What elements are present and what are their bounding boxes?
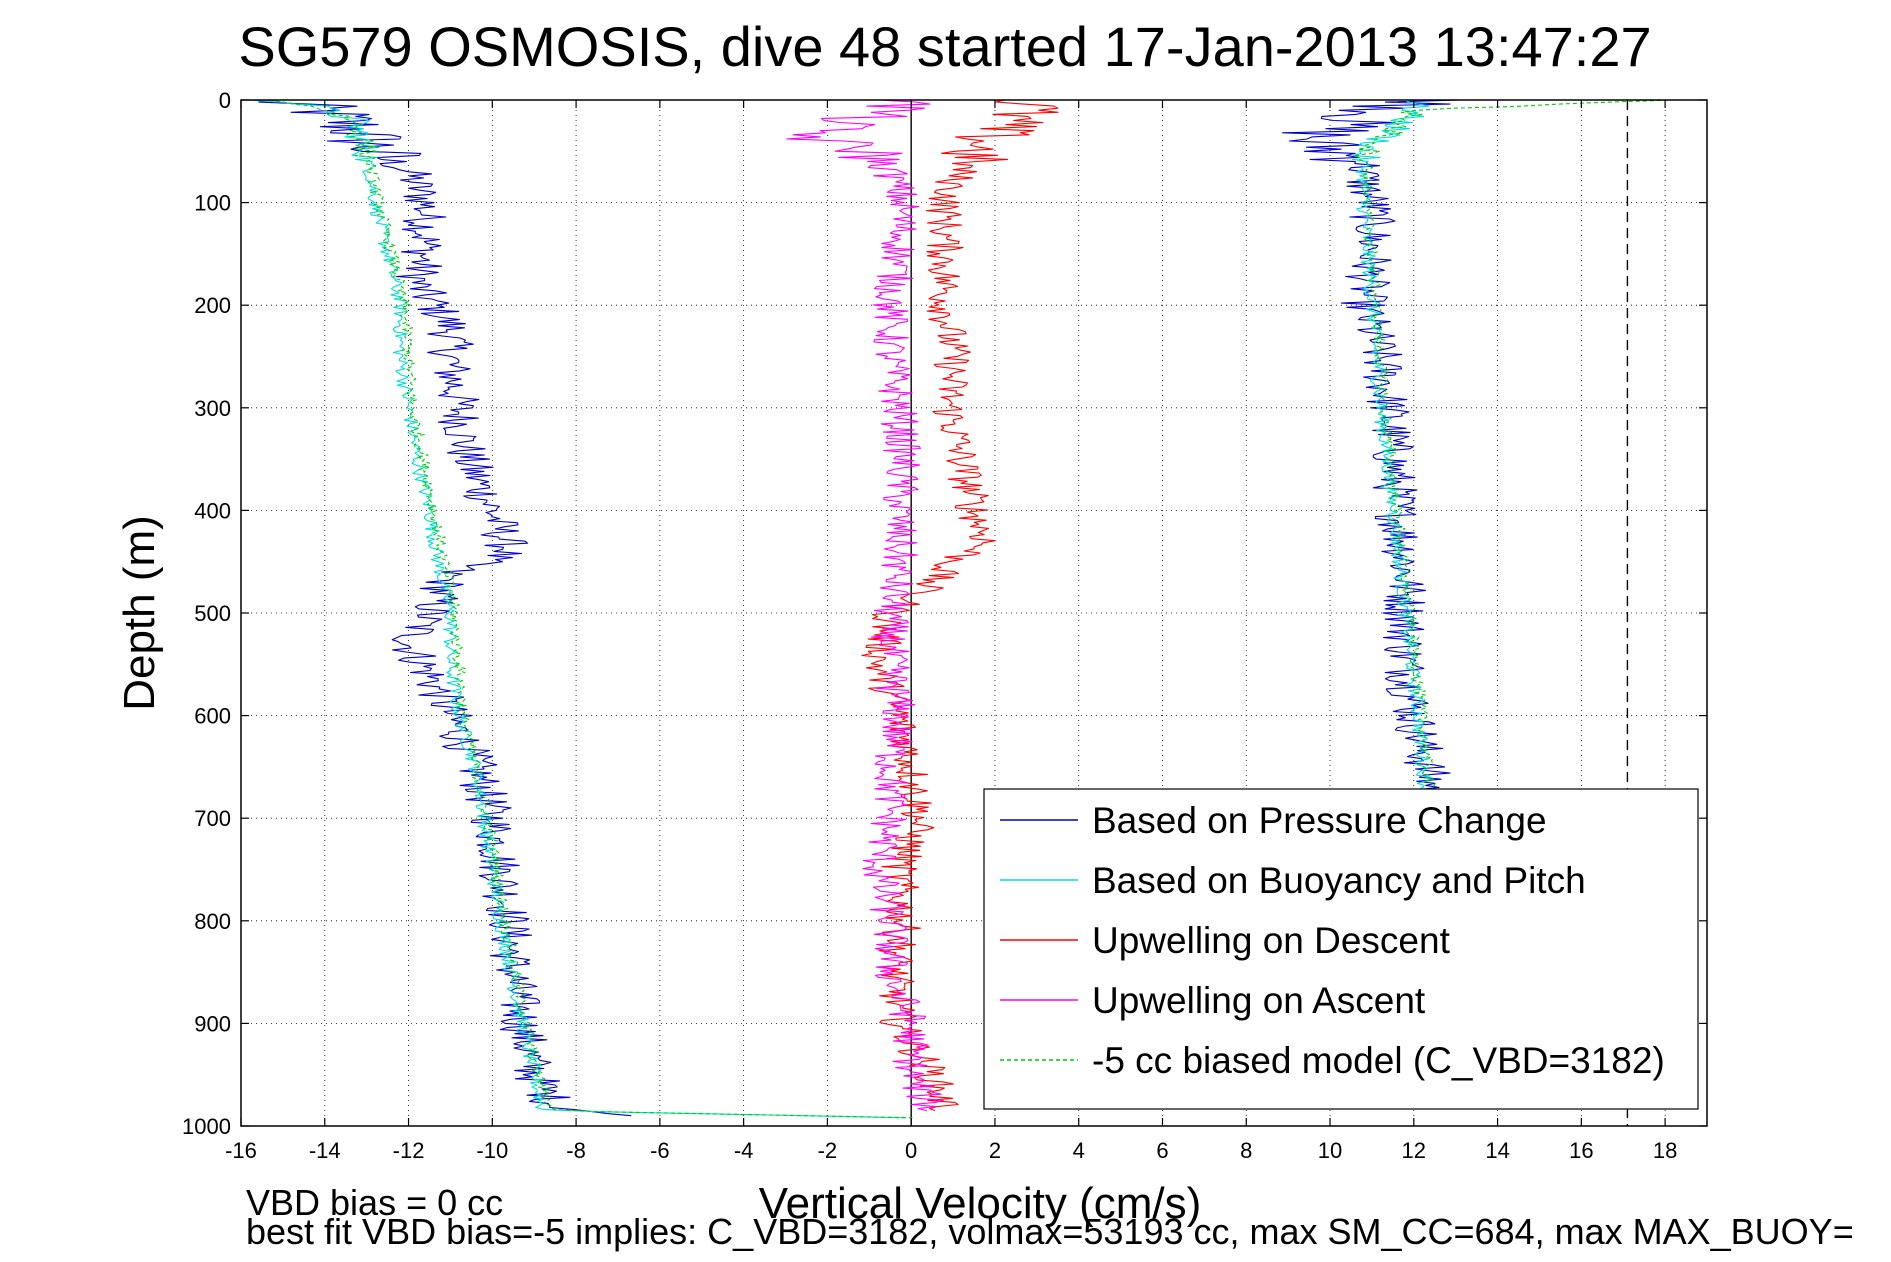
x-tick-label: -16 bbox=[225, 1138, 257, 1163]
series-line-0-1 bbox=[1282, 100, 1460, 798]
x-tick-label: -10 bbox=[476, 1138, 508, 1163]
x-tick-label: 6 bbox=[1156, 1138, 1168, 1163]
y-axis-label: Depth (m) bbox=[115, 515, 164, 711]
vbd-bias-note: VBD bias = 0 cc bbox=[246, 1182, 503, 1223]
legend-label: Upwelling on Descent bbox=[1092, 920, 1451, 961]
best-fit-note: best fit VBD bias=-5 implies: C_VBD=3182… bbox=[246, 1211, 1854, 1252]
y-tick-label: 1000 bbox=[182, 1114, 231, 1139]
y-ticks: 0 100 200 300 400 500 600 700 800 900 1000 bbox=[182, 88, 1707, 1139]
legend-label: Based on Pressure Change bbox=[1092, 800, 1547, 841]
x-tick-label: 4 bbox=[1073, 1138, 1085, 1163]
x-tick-label: -2 bbox=[818, 1138, 838, 1163]
series-line-1-1 bbox=[1351, 100, 1432, 799]
x-tick-label: -14 bbox=[309, 1138, 341, 1163]
x-tick-label: 0 bbox=[905, 1138, 917, 1163]
x-tick-label: 18 bbox=[1653, 1138, 1677, 1163]
series-line-3-0 bbox=[786, 100, 944, 1112]
legend-items: Based on Pressure Change Based on Buoyanc… bbox=[1000, 800, 1665, 1081]
x-axis-label: Vertical Velocity (cm/s) bbox=[759, 1179, 1202, 1228]
x-tick-label: 10 bbox=[1318, 1138, 1342, 1163]
legend-label: Upwelling on Ascent bbox=[1092, 980, 1426, 1021]
y-tick-label: 500 bbox=[194, 601, 231, 626]
x-tick-label: 16 bbox=[1569, 1138, 1593, 1163]
y-tick-label: 600 bbox=[194, 704, 231, 729]
x-ticks: -16 -14 -12 -10 -8 -6 -4 -2 0 2 4 6 8 10 12 14 16 18 bbox=[225, 100, 1677, 1163]
x-tick-label: 14 bbox=[1485, 1138, 1509, 1163]
y-tick-label: 200 bbox=[194, 293, 231, 318]
chart-title: SG579 OSMOSIS, dive 48 started 17-Jan-20… bbox=[238, 15, 1651, 78]
legend: Based on Pressure Change Based on Buoyanc… bbox=[983, 788, 1699, 1110]
series-line-4-1 bbox=[1353, 100, 1675, 798]
legend-label: -5 cc biased model (C_VBD=3182) bbox=[1092, 1040, 1665, 1081]
x-tick-label: -6 bbox=[650, 1138, 670, 1163]
series-layer bbox=[246, 100, 1675, 1119]
x-tick-label: -4 bbox=[734, 1138, 754, 1163]
x-tick-label: 8 bbox=[1240, 1138, 1252, 1163]
x-tick-label: 12 bbox=[1402, 1138, 1426, 1163]
y-tick-label: 800 bbox=[194, 909, 231, 934]
series-line-4-0 bbox=[268, 100, 913, 1119]
x-tick-label: -12 bbox=[393, 1138, 425, 1163]
y-tick-label: 900 bbox=[194, 1011, 231, 1036]
y-tick-label: 0 bbox=[219, 88, 231, 113]
y-tick-label: 100 bbox=[194, 191, 231, 216]
legend-label: Based on Buoyancy and Pitch bbox=[1092, 860, 1586, 901]
y-tick-label: 400 bbox=[194, 498, 231, 523]
y-tick-label: 300 bbox=[194, 396, 231, 421]
x-tick-label: 2 bbox=[989, 1138, 1001, 1163]
legend-box bbox=[983, 788, 1699, 1110]
y-tick-label: 700 bbox=[194, 806, 231, 831]
series-line-1-0 bbox=[246, 100, 906, 1119]
x-tick-label: -8 bbox=[566, 1138, 586, 1163]
